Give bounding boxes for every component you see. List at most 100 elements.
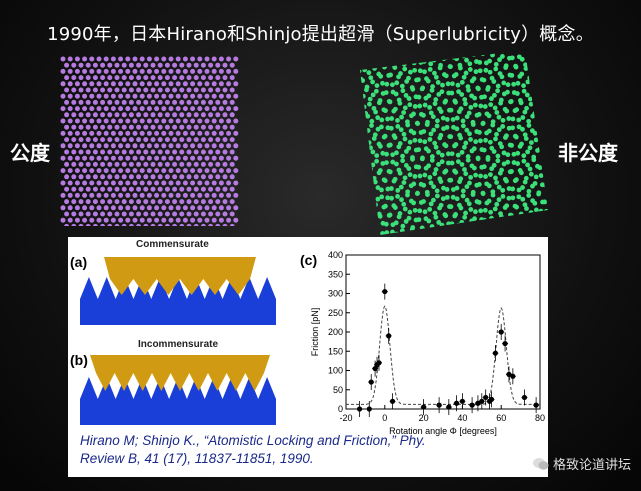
lattice-atom [139,192,145,198]
lattice-atom [534,104,539,110]
lattice-atom [211,155,217,161]
lattice-atom [107,137,113,143]
lattice-atom [468,207,474,212]
lattice-atom [139,130,145,136]
lattice-atom [460,50,466,54]
lattice-atom [96,106,102,112]
lattice-atom [385,125,391,131]
lattice-atom [430,227,435,233]
lattice-atom [146,118,152,124]
lattice-atom [497,170,503,176]
lattice-atom [164,112,170,118]
watermark-text: 格致论道讲坛 [552,458,631,473]
lattice-atom [197,155,203,161]
lattice-atom [172,124,178,130]
lattice-atom [374,223,379,228]
lattice-atom [125,168,131,174]
lattice-atom [466,87,471,93]
lattice-atom [157,149,163,155]
data-point [366,406,372,412]
lattice-atom [384,230,390,235]
lattice-atom [385,116,390,122]
lattice-atom [139,143,145,149]
lattice-atom [71,112,77,118]
lattice-atom [369,188,374,194]
lattice-atom [60,130,66,136]
lattice-atom [478,208,484,214]
lattice-atom [370,219,376,225]
lattice-atom [154,106,160,112]
lattice-atom [526,193,532,198]
lattice-atom [132,93,138,99]
lattice-atom [406,96,412,101]
lattice-atom [428,131,434,137]
lattice-atom [197,205,203,211]
lattice-atom [226,106,232,112]
lattice-atom [175,168,181,174]
lattice-atom [391,203,397,209]
lattice-atom [520,185,525,190]
lattice-atom [118,205,124,211]
lattice-atom [504,108,510,114]
lattice-atom [497,57,502,63]
lattice-atom [546,120,548,126]
lattice-atom [477,68,483,74]
lattice-atom [442,99,448,105]
lattice-atom [60,81,66,87]
lattice-atom [211,130,217,136]
lattice-atom [146,130,152,136]
lattice-atom [369,123,374,128]
lattice-atom [444,117,450,122]
panel-b-caption: Incommensurate [138,339,218,350]
lattice-atom [136,161,142,167]
lattice-atom [350,148,353,153]
lattice-atom [204,118,210,124]
lattice-atom [114,137,120,143]
lattice-atom [531,87,537,93]
lattice-atom [67,168,73,174]
lattice-atom [440,196,446,202]
lattice-atom [100,161,106,167]
lattice-atom [400,223,406,229]
lattice-atom [85,75,91,81]
lattice-atom [433,74,439,80]
lattice-atom [128,87,134,93]
lattice-atom [222,137,228,143]
lattice-atom [523,62,528,68]
lattice-atom [175,155,181,161]
lattice-atom [362,130,368,136]
lattice-atom [515,220,520,226]
lattice-atom [143,62,149,68]
lattice-atom [164,87,170,93]
lattice-atom [172,62,178,68]
lattice-atom [82,93,88,99]
lattice-atom [400,153,405,159]
lattice-atom [136,174,142,180]
lattice-atom [467,131,472,137]
lattice-atom [378,143,383,149]
lattice-atom [175,56,181,62]
lattice-atom [161,56,167,62]
lattice-atom [82,143,88,149]
lattice-atom [60,143,66,149]
y-tick-label: 50 [333,385,343,395]
lattice-atom [92,87,98,93]
lattice-atom [540,112,546,118]
lattice-atom [433,167,439,172]
lattice-atom [534,218,540,223]
lattice-atom [175,217,181,223]
lattice-atom [431,184,437,190]
lattice-atom [157,75,163,81]
lattice-atom [215,223,221,226]
lattice-atom [96,143,102,149]
lattice-atom [441,56,447,62]
lattice-atom [501,150,507,156]
lattice-atom [143,186,149,192]
lattice-atom [161,106,167,112]
lattice-atom [150,137,156,143]
lattice-atom [456,89,461,95]
lattice-atom [410,86,416,92]
lattice-atom [536,51,542,57]
lattice-atom [380,161,386,166]
lattice-atom [528,210,534,215]
